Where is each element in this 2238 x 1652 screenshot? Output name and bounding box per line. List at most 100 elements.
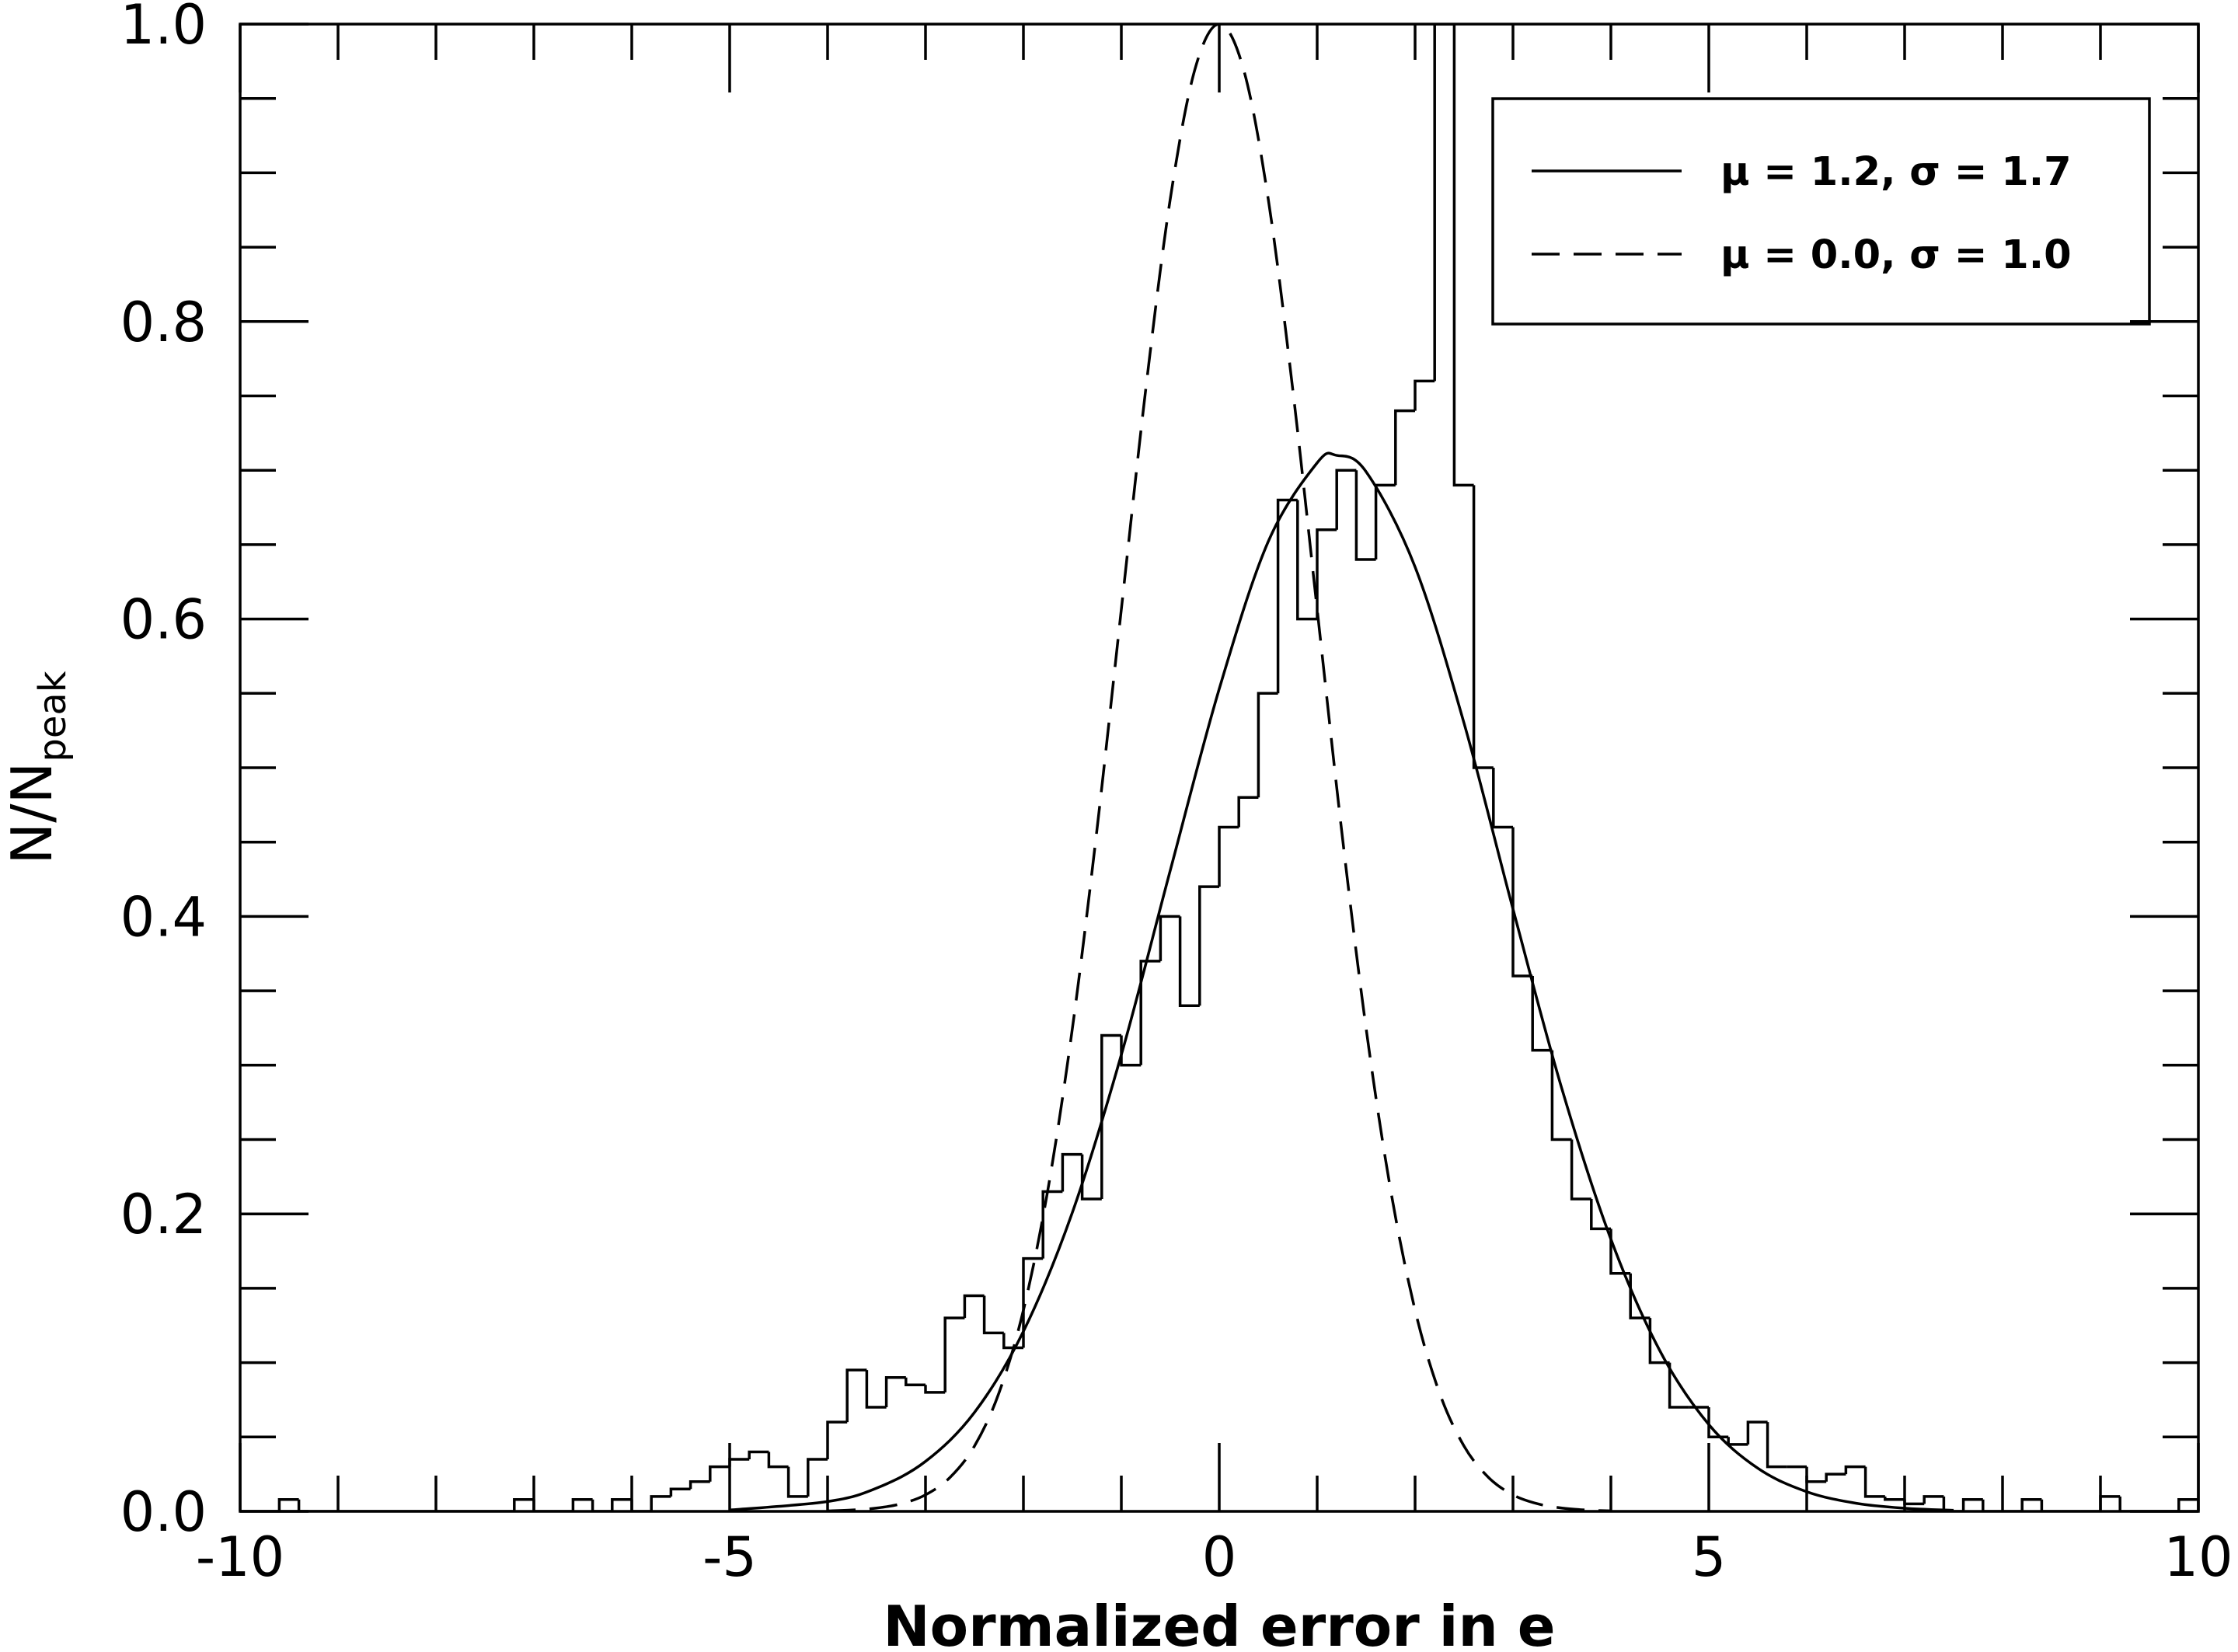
legend-box	[1491, 97, 2151, 326]
y-tick-label: 0.4	[120, 885, 207, 949]
histogram-bin	[2118, 1496, 2140, 1511]
histogram-bin	[1080, 1154, 1102, 1201]
histogram-bin	[1198, 885, 1219, 1006]
histogram-bin	[1354, 470, 1376, 561]
y-axis-label-main: N/N	[0, 762, 64, 865]
y-tick-label: 1.0	[120, 0, 207, 57]
histogram-bin	[650, 1495, 671, 1511]
histogram-bin	[571, 1497, 593, 1511]
histogram-bin	[1237, 796, 1259, 828]
histogram-bin	[1276, 498, 1298, 694]
x-axis-label: Normalized error in e	[883, 1594, 1555, 1652]
histogram-bin	[1335, 469, 1357, 530]
histogram-bin	[277, 1497, 299, 1511]
histogram-bin	[513, 1497, 534, 1511]
histogram-bin	[709, 1465, 730, 1482]
histogram-bin	[1903, 1499, 1925, 1506]
histogram-bin	[1472, 485, 1494, 769]
histogram-bin	[865, 1370, 887, 1409]
histogram-bin	[1805, 1466, 1827, 1483]
histogram-bin	[884, 1375, 906, 1408]
histogram-bin	[611, 1497, 632, 1511]
histogram-bin	[1002, 1333, 1023, 1350]
histogram-bin	[2040, 1499, 2062, 1511]
histogram-bin	[2177, 1497, 2198, 1511]
x-tick-label: -10	[196, 1525, 284, 1589]
histogram-bin	[1511, 827, 1533, 978]
histogram-bin	[767, 1452, 789, 1469]
histogram-bin	[924, 1385, 946, 1394]
histogram-bin	[1394, 409, 1415, 486]
histogram-bin	[728, 1458, 750, 1467]
histogram-bin	[2020, 1497, 2042, 1511]
curve	[827, 24, 1612, 1511]
y-axis-label: N/Npeak	[0, 671, 75, 864]
histogram-bin	[1746, 1420, 1768, 1445]
histogram-bin	[1982, 1499, 2003, 1511]
histogram-bin	[1844, 1465, 1866, 1475]
histogram-bin	[1961, 1497, 1983, 1511]
histogram-bin	[1218, 825, 1239, 887]
histogram-bin	[1825, 1473, 1846, 1482]
y-tick-label: 0.0	[120, 1480, 207, 1544]
histogram-bin	[1668, 1362, 1689, 1409]
histogram-bin	[1884, 1496, 1905, 1501]
histogram-bin	[963, 1294, 985, 1319]
histogram-bin	[905, 1377, 926, 1387]
x-tick-label: 5	[1692, 1525, 1727, 1589]
histogram-bin	[669, 1487, 691, 1497]
histogram-bin	[982, 1295, 1004, 1335]
histogram-bin	[1727, 1437, 1748, 1446]
histogram-bin	[943, 1316, 965, 1392]
histogram-bin	[1139, 960, 1161, 1065]
histogram-bin	[1316, 528, 1337, 619]
histogram-bin	[1296, 500, 1317, 621]
y-tick-label: 0.8	[120, 291, 207, 354]
histogram-bin	[1923, 1495, 1944, 1504]
histogram-bin	[1414, 379, 1435, 411]
histogram-bin	[1766, 1422, 1787, 1469]
y-tick-label: 0.2	[120, 1183, 207, 1246]
histogram-bin	[1570, 1139, 1591, 1201]
histogram-bin	[1374, 483, 1396, 560]
histogram-bin	[1178, 916, 1200, 1007]
histogram-bin	[1159, 915, 1180, 961]
histogram-bin	[1061, 1152, 1082, 1192]
histogram-bin	[786, 1466, 808, 1498]
curve	[729, 451, 1954, 1511]
histogram-bin	[1452, 24, 1474, 487]
histogram-bin	[1257, 692, 1278, 798]
legend-label: μ = 1.2, σ = 1.7	[1720, 149, 2072, 195]
histogram-bin	[630, 1499, 652, 1511]
y-tick-label: 0.6	[120, 588, 207, 652]
histogram-bin	[1433, 24, 1455, 382]
histogram-bin	[807, 1458, 828, 1497]
histogram-bin	[1942, 1496, 1964, 1511]
x-tick-label: -5	[702, 1525, 757, 1589]
histogram-bin	[826, 1420, 848, 1460]
legend: μ = 1.2, σ = 1.7 μ = 0.0, σ = 1.0	[1491, 97, 2151, 326]
histogram-bin	[2099, 1495, 2121, 1511]
x-tick-label: 0	[1202, 1525, 1237, 1589]
histogram-bin	[532, 1499, 554, 1511]
histogram-bin	[1120, 1035, 1142, 1067]
histogram-bin	[1550, 1050, 1572, 1141]
histogram-bin	[1531, 975, 1553, 1052]
histogram-bin	[591, 1499, 612, 1511]
histogram-bin	[1863, 1466, 1885, 1498]
histogram-bin	[1041, 1190, 1063, 1259]
histogram-bin	[688, 1479, 710, 1490]
histogram-bin	[748, 1450, 769, 1460]
histogram-bin	[1492, 768, 1513, 829]
y-axis-label-sub: peak	[31, 671, 75, 762]
histogram-bin	[297, 1499, 319, 1511]
histogram-bin	[1100, 1033, 1121, 1200]
histogram-bin	[1707, 1407, 1729, 1439]
legend-label: μ = 0.0, σ = 1.0	[1720, 232, 2072, 278]
histogram-bin	[845, 1368, 867, 1423]
x-tick-label: 10	[2163, 1525, 2233, 1589]
histogram-bin	[1590, 1199, 1611, 1231]
histogram-bin	[1022, 1256, 1044, 1348]
